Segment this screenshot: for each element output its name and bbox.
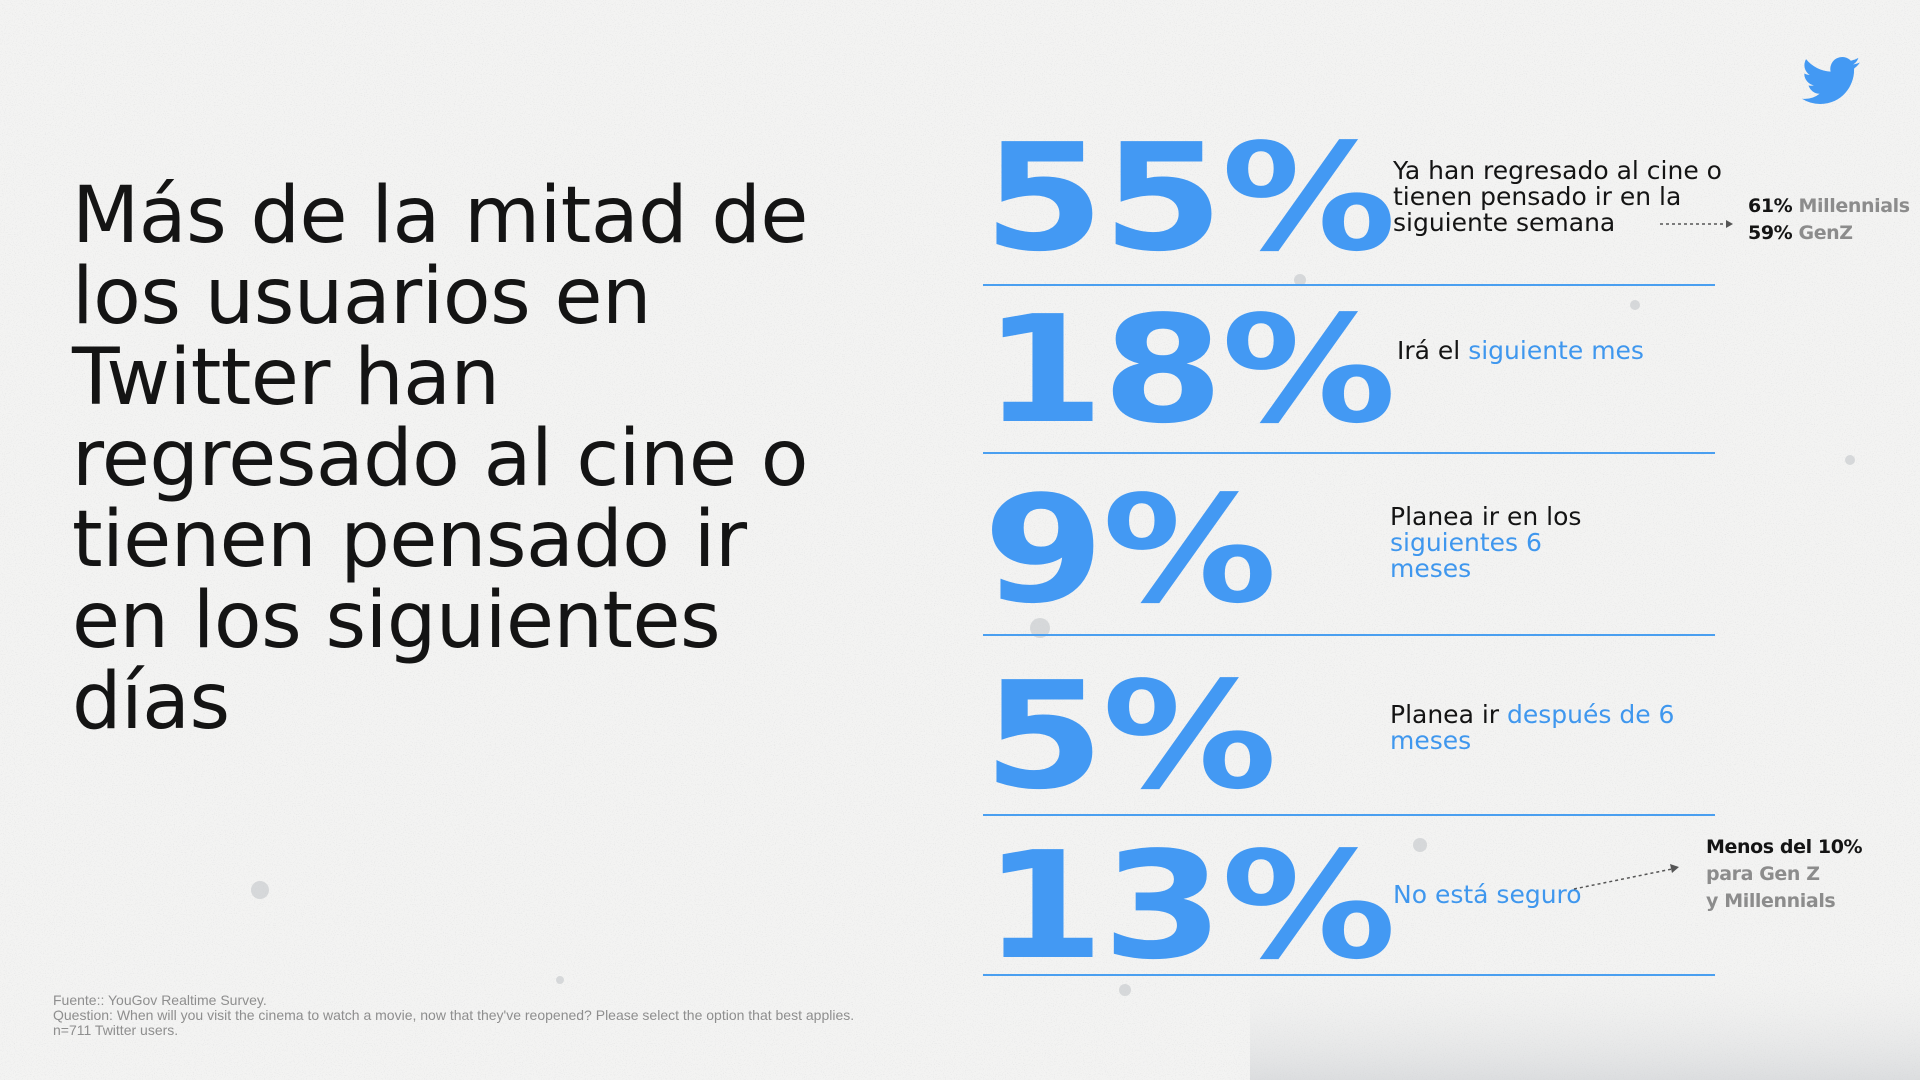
desc-dark-text: Irá el	[1397, 336, 1469, 365]
side-item-genz: 59% GenZ	[1748, 220, 1918, 247]
desc-blue-text: después de 6 meses	[1390, 700, 1675, 755]
side-value: 61%	[1748, 195, 1793, 217]
side-breakdown-generations: 61% Millennials 59% GenZ	[1748, 193, 1918, 247]
row-divider	[983, 634, 1715, 636]
side-item-millennials: 61% Millennials	[1748, 193, 1918, 220]
arrow-right-icon	[1573, 864, 1679, 890]
source-line: Fuente:: YouGov Realtime Survey.	[53, 992, 267, 1008]
stat-percent: 9%	[983, 464, 1277, 636]
side-value: 59%	[1748, 222, 1793, 244]
side-note-body: para Gen Z y Millennials	[1706, 863, 1836, 912]
twitter-bird-icon	[1802, 57, 1860, 104]
stat-description: Planea ir en los siguientes 6 meses	[1390, 504, 1630, 582]
arrow-right-icon	[1660, 220, 1733, 228]
row-divider	[983, 284, 1715, 286]
stat-percent: 18%	[983, 284, 1396, 456]
source-question: Question: When will you visit the cinema…	[53, 1007, 855, 1023]
stat-row-13: 13% No está seguro	[983, 816, 1715, 980]
desc-dark-text: Planea ir	[1390, 700, 1508, 729]
row-divider	[983, 814, 1715, 816]
side-label: Millennials	[1798, 195, 1911, 217]
desc-dark-text: Planea ir en los	[1390, 502, 1582, 531]
stat-percent: 55%	[983, 112, 1396, 284]
stat-description: No está seguro	[1393, 882, 1593, 908]
stat-description: Planea ir después de 6 meses	[1390, 702, 1690, 754]
stat-description: Ya han regresado al cine o tienen pensad…	[1393, 158, 1723, 236]
source-sample: n=711 Twitter users.	[53, 1022, 179, 1038]
side-label: GenZ	[1798, 222, 1854, 244]
desc-blue-text: No está seguro	[1393, 880, 1582, 909]
side-note-young-users: Menos del 10% para Gen Z y Millennials	[1706, 834, 1886, 915]
stat-row-18: 18% Irá el siguiente mes	[983, 286, 1715, 454]
side-note-title: Menos del 10%	[1706, 836, 1863, 858]
row-divider	[983, 974, 1715, 976]
stat-row-9: 9% Planea ir en los siguientes 6 meses	[983, 454, 1715, 636]
row-divider	[983, 452, 1715, 454]
desc-dark-text: Ya han regresado al cine o tienen pensad…	[1393, 156, 1722, 237]
stat-description: Irá el siguiente mes	[1397, 338, 1717, 364]
stat-row-55: 55% Ya han regresado al cine o tienen pe…	[983, 112, 1722, 286]
headline: Más de la mitad de los usuarios en Twitt…	[72, 171, 808, 747]
source-footnote: Fuente:: YouGov Realtime Survey. Questio…	[53, 993, 854, 1038]
desc-blue-text: siguientes 6 meses	[1390, 528, 1542, 583]
stat-percent: 5%	[983, 650, 1277, 822]
stat-percent: 13%	[983, 820, 1396, 992]
desc-blue-text: siguiente mes	[1468, 336, 1644, 365]
stat-row-5: 5% Planea ir después de 6 meses	[983, 636, 1715, 816]
